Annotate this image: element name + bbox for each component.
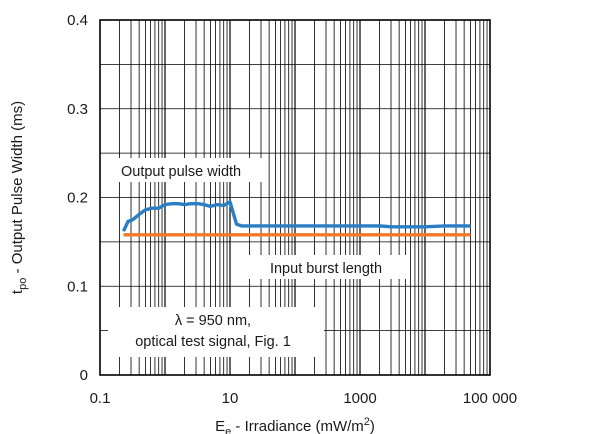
y-tick-label: 0.1 [67,278,88,295]
annotations-layer: Output pulse width Input burst length λ = … [108,158,406,357]
x-tick-label: 100 000 [463,390,517,407]
annotation-input: Input burst length [270,261,382,277]
y-tick-label: 0.4 [67,12,88,29]
series-line [121,200,471,232]
x-tick-label: 1000 [343,390,376,407]
y-axis-label: tpo - Output Pulse Width (ms) [9,101,29,294]
plot-frame [99,19,491,376]
annotation-box [108,307,324,357]
x-axis-label: Ee - Irradiance (mW/m2) [215,416,375,434]
annotation-cond2: optical test signal, Fig. 1 [135,334,291,350]
annotation-box [246,255,406,279]
x-tick-label: 10 [222,390,239,407]
y-tick-label: 0.3 [67,101,88,118]
series-layer [121,200,471,237]
x-tick-label: 0.1 [90,390,111,407]
y-tick-label: 0.2 [67,190,88,207]
y-tick-label: 0 [80,367,88,384]
annotation-cond1: λ = 950 nm, [175,313,251,329]
annotation-box [114,158,268,182]
annotation-output: Output pulse width [121,164,241,180]
